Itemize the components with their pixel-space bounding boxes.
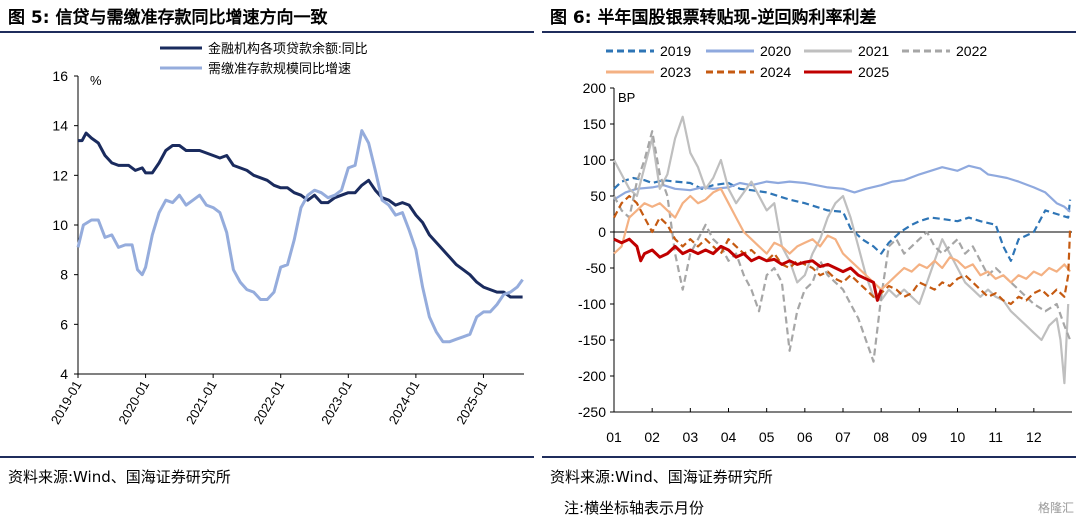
axis-note: 注:横坐标轴表示月份: [564, 499, 705, 517]
x-tick-label: 2019-01: [48, 378, 85, 427]
y-tick-label: -100: [578, 296, 606, 312]
loan-growth-chart: 4 6 8 10 12 14 16 % 2019-01 2020-01 2021-01 2022-01…: [48, 41, 524, 427]
x-tick-label: 07: [835, 429, 851, 445]
x-tick-label: 05: [759, 429, 775, 445]
y-tick-label: -50: [586, 260, 606, 276]
y-tick-label: 6: [60, 316, 68, 332]
panel-title: 图 5: 信贷与需缴准存款同比增速方向一致: [8, 8, 328, 28]
series-line-2: [76, 129, 524, 344]
y-unit-label: %: [90, 73, 102, 88]
x-tick-label: 2020-01: [115, 378, 152, 427]
x-tick-label: 12: [1026, 429, 1042, 445]
x-tick-label: 10: [950, 429, 966, 445]
x-tick-label: 11: [988, 429, 1003, 445]
x-tick-label: 2023-01: [318, 378, 355, 427]
y-tick-label: 14: [52, 118, 68, 134]
x-tick-label: 06: [797, 429, 813, 445]
y-tick-label: 16: [52, 68, 68, 84]
left-panel: 图 5: 信贷与需缴准存款同比增速方向一致 4 6 8 10 12 14 16% 2019-0…: [0, 0, 538, 519]
y-tick-label: 8: [60, 267, 68, 283]
source-note: 资料来源:Wind、国海证券研究所: [8, 468, 231, 486]
series-line-1: [78, 131, 523, 299]
series-line-2019: [613, 176, 1072, 262]
legend-label: 2020: [760, 43, 791, 59]
legend-label: 2019: [660, 43, 691, 59]
y-tick-label: 50: [590, 188, 606, 204]
x-tick-label: 04: [721, 429, 737, 445]
watermark-logo: 格隆汇: [1037, 501, 1074, 515]
footer-divider: [542, 456, 1076, 458]
series-line-2025: [613, 237, 883, 302]
title-divider: [0, 31, 534, 33]
x-tick-label: 03: [683, 429, 699, 445]
y-tick-label: 0: [598, 224, 606, 240]
right-panel: 图 6: 半年国股银票转贴现-逆回购利率利差 -250 -200 -150 -100 -…: [542, 0, 1080, 519]
legend-label: 2021: [858, 43, 889, 59]
y-tick-label: -200: [578, 368, 606, 384]
x-tick-label: 2025-01: [453, 378, 490, 427]
x-tick-label: 08: [873, 429, 889, 445]
y-tick-label: 10: [52, 217, 68, 233]
legend-label: 金融机构各项贷款余额:同比: [208, 41, 368, 56]
y-tick-label: -250: [578, 404, 606, 420]
footer-divider: [0, 456, 534, 458]
legend-label: 2024: [760, 64, 791, 80]
series-line-2020: [613, 164, 1071, 213]
y-tick-label: 4: [60, 366, 68, 382]
legend-label: 2025: [858, 64, 889, 80]
y-unit-label: BP: [618, 90, 635, 105]
y-tick-label: 12: [52, 167, 68, 183]
y-tick-label: 150: [583, 116, 607, 132]
x-tick-label: 09: [912, 429, 928, 445]
series-line-2023: [613, 187, 1071, 291]
x-tick-label: 2021-01: [183, 378, 220, 427]
y-tick-label: -150: [578, 332, 606, 348]
panel-title: 图 6: 半年国股银票转贴现-逆回购利率利差: [550, 8, 877, 28]
legend-label: 需缴准存款规模同比增速: [208, 61, 351, 76]
y-tick-label: 100: [583, 152, 607, 168]
x-tick-label: 02: [644, 429, 660, 445]
series-line-2024: [613, 194, 1072, 306]
x-tick-label: 2024-01: [386, 378, 423, 427]
y-tick-label: 200: [583, 80, 607, 96]
x-tick-label: 2022-01: [250, 378, 287, 427]
source-note: 资料来源:Wind、国海证券研究所: [550, 468, 773, 486]
legend-label: 2022: [956, 43, 987, 59]
legend-label: 2023: [660, 64, 691, 80]
x-tick-label: 01: [606, 429, 622, 445]
title-divider: [542, 31, 1076, 33]
